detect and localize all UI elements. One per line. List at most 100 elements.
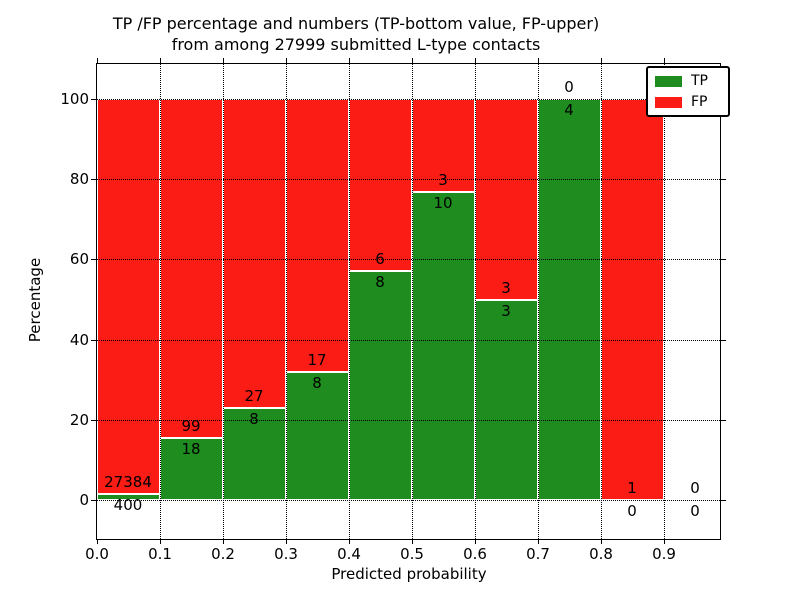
x-tick-label: 0.0	[85, 545, 109, 563]
tp-count-label: 8	[375, 272, 385, 291]
y-tick-label: 80	[69, 170, 89, 189]
bar-segment-tp	[97, 494, 160, 500]
chart-title: TP /FP percentage and numbers (TP-bottom…	[46, 13, 666, 55]
x-tick-mark-top	[664, 58, 665, 63]
y-tick-label: 0	[79, 491, 89, 509]
x-tick-mark	[412, 539, 413, 544]
x-tick-mark-top	[601, 58, 602, 63]
y-gridline	[97, 419, 720, 421]
legend: TP FP	[646, 66, 730, 117]
fp-count-label: 99	[181, 417, 201, 436]
fp-count-label: 1	[627, 479, 637, 497]
bar-segment-tp	[223, 408, 286, 500]
y-gridline	[97, 99, 720, 100]
fp-count-label: 27384	[104, 473, 152, 492]
fp-count-label: 3	[438, 170, 448, 189]
tp-count-label: 0	[627, 502, 637, 520]
bar-segment-fp	[97, 99, 160, 495]
x-tick-label: 0.4	[337, 545, 361, 563]
fp-count-label: 27	[244, 387, 264, 406]
x-tick-label: 0.8	[589, 545, 613, 563]
y-tick-mark	[91, 259, 96, 261]
x-tick-label: 0.9	[652, 545, 676, 563]
y-tick-mark	[91, 419, 96, 421]
legend-label-tp: TP	[691, 73, 708, 89]
legend-swatch-tp	[655, 75, 682, 87]
bar-segment-fp	[601, 99, 664, 500]
x-tick-mark	[538, 539, 539, 544]
legend-swatch-fp	[655, 96, 682, 108]
y-tick-mark	[91, 500, 96, 501]
tp-count-label: 3	[501, 301, 511, 320]
bar-segment-tp	[160, 438, 223, 500]
x-gridline	[412, 64, 413, 539]
x-tick-label: 0.6	[463, 545, 487, 563]
fp-count-label: 0	[690, 479, 700, 497]
bar-segment-fp	[223, 99, 286, 409]
x-axis-label: Predicted probability	[331, 565, 487, 583]
x-tick-mark-top	[286, 58, 287, 63]
y-gridline	[97, 259, 720, 261]
chart-title-line1: TP /FP percentage and numbers (TP-bottom…	[112, 14, 600, 33]
x-gridline	[475, 64, 476, 539]
y-tick-mark-right	[721, 339, 726, 341]
x-gridline	[601, 64, 602, 539]
bar-segment-fp	[349, 99, 412, 271]
y-tick-label: 20	[69, 410, 89, 429]
x-gridline	[223, 64, 224, 539]
x-tick-mark-top	[475, 58, 476, 63]
x-tick-mark	[286, 539, 287, 544]
bar-segment-fp	[160, 99, 223, 439]
x-tick-mark	[349, 539, 350, 544]
x-tick-mark	[601, 539, 602, 544]
x-tick-mark-top	[412, 58, 413, 63]
x-tick-label: 0.5	[400, 545, 424, 563]
y-tick-label: 40	[69, 330, 89, 349]
fp-count-label: 6	[375, 249, 385, 268]
x-tick-mark	[223, 539, 224, 544]
tp-count-label: 8	[249, 410, 259, 429]
x-tick-mark	[160, 539, 161, 544]
x-tick-mark-top	[223, 58, 224, 63]
bar-segment-tp	[538, 99, 601, 500]
tp-count-label: 18	[181, 440, 201, 459]
y-tick-mark-right	[721, 419, 726, 421]
tp-count-label: 0	[690, 502, 700, 520]
x-gridline	[349, 64, 350, 539]
y-gridline	[97, 339, 720, 341]
legend-entry-tp: TP	[655, 74, 721, 88]
legend-label-fp: FP	[691, 94, 708, 110]
fp-count-label: 3	[501, 278, 511, 297]
y-tick-mark-right	[721, 500, 726, 501]
x-tick-label: 0.2	[211, 545, 235, 563]
fp-count-label: 0	[564, 78, 574, 96]
x-tick-mark	[97, 539, 98, 544]
bar-segment-tp	[286, 371, 349, 500]
tp-count-label: 10	[433, 193, 453, 212]
x-tick-label: 0.1	[148, 545, 172, 563]
bar-segment-tp	[412, 191, 475, 500]
x-tick-label: 0.7	[526, 545, 550, 563]
x-gridline	[160, 64, 161, 539]
bar-segment-tp	[349, 270, 412, 500]
x-tick-label: 0.3	[274, 545, 298, 563]
x-tick-mark-top	[349, 58, 350, 63]
y-tick-label: 100	[60, 90, 89, 108]
x-gridline	[538, 64, 539, 539]
chart-title-line2: from among 27999 submitted L-type contac…	[171, 35, 541, 54]
x-tick-mark	[475, 539, 476, 544]
y-tick-mark	[91, 99, 96, 100]
y-tick-label: 60	[69, 250, 89, 269]
legend-entry-fp: FP	[655, 95, 721, 109]
bar-segment-tp	[475, 299, 538, 500]
x-tick-mark-top	[538, 58, 539, 63]
y-tick-mark-right	[721, 179, 726, 181]
plot-area: 27384 400 99 18 27 8 17 8 6 8 3 10 3 3 0 4 1 0 0 0 0.0 0.1 0.2…	[60, 58, 726, 563]
y-gridline	[97, 179, 720, 181]
x-tick-mark-top	[97, 58, 98, 63]
y-tick-mark	[91, 339, 96, 341]
tp-count-label: 4	[564, 101, 574, 119]
tp-count-label: 8	[312, 373, 322, 392]
x-tick-mark	[664, 539, 665, 544]
